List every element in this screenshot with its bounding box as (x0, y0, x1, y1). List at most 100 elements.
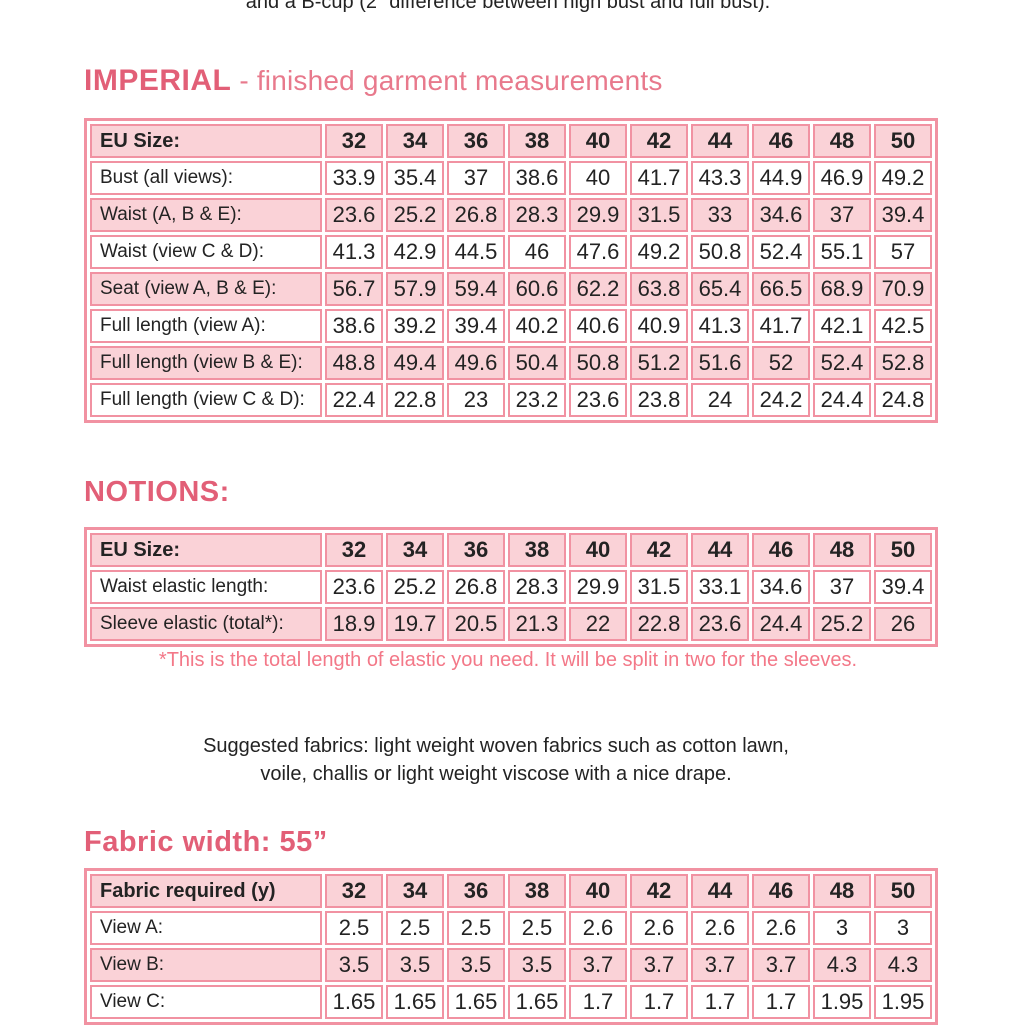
value-cell: 25.2 (386, 198, 444, 232)
size-header-cell: 50 (874, 874, 932, 908)
table-row: View B: 3.5 3.5 3.5 3.5 3.7 3.7 3.7 3.7 4.3 4.3 (90, 948, 932, 982)
value-cell: 51.6 (691, 346, 749, 380)
value-cell: 46.9 (813, 161, 871, 195)
value-cell: 52.4 (752, 235, 810, 269)
row-label: Full length (view C & D): (90, 383, 322, 417)
imperial-measurements-table: EU Size: 32 34 36 38 40 42 44 46 48 50 Bust (all vi… (84, 118, 938, 423)
value-cell: 40.9 (630, 309, 688, 343)
value-cell: 33.1 (691, 570, 749, 604)
value-cell: 57.9 (386, 272, 444, 306)
size-header-cell: 38 (508, 124, 566, 158)
value-cell: 24.2 (752, 383, 810, 417)
value-cell: 24 (691, 383, 749, 417)
value-cell: 22.8 (386, 383, 444, 417)
value-cell: 59.4 (447, 272, 505, 306)
table-row: Waist elastic length: 23.6 25.2 26.8 28.3 29.… (90, 570, 932, 604)
value-cell: 23.6 (325, 570, 383, 604)
value-cell: 40.2 (508, 309, 566, 343)
value-cell: 23.6 (325, 198, 383, 232)
value-cell: 47.6 (569, 235, 627, 269)
value-cell: 41.3 (691, 309, 749, 343)
size-header-cell: 40 (569, 874, 627, 908)
value-cell: 29.9 (569, 198, 627, 232)
row-label: Seat (view A, B & E): (90, 272, 322, 306)
value-cell: 23.2 (508, 383, 566, 417)
value-cell: 52.8 (874, 346, 932, 380)
suggested-fabrics-line1: Suggested fabrics: light weight woven fa… (203, 735, 789, 757)
value-cell: 2.6 (691, 911, 749, 945)
value-cell: 24.4 (813, 383, 871, 417)
value-cell: 3.7 (569, 948, 627, 982)
value-cell: 22.8 (630, 607, 688, 641)
value-cell: 60.6 (508, 272, 566, 306)
value-cell: 28.3 (508, 570, 566, 604)
size-header-cell: 42 (630, 874, 688, 908)
size-header-cell: 34 (386, 533, 444, 567)
value-cell: 2.6 (752, 911, 810, 945)
size-header-cell: 42 (630, 533, 688, 567)
value-cell: 39.4 (447, 309, 505, 343)
value-cell: 38.6 (508, 161, 566, 195)
value-cell: 18.9 (325, 607, 383, 641)
value-cell: 1.65 (386, 985, 444, 1019)
size-header-cell: 32 (325, 533, 383, 567)
value-cell: 3.5 (325, 948, 383, 982)
value-cell: 42.1 (813, 309, 871, 343)
row-label: Full length (view A): (90, 309, 322, 343)
value-cell: 23 (447, 383, 505, 417)
value-cell: 3.7 (630, 948, 688, 982)
value-cell: 34.6 (752, 198, 810, 232)
value-cell: 1.65 (447, 985, 505, 1019)
value-cell: 44.9 (752, 161, 810, 195)
value-cell: 33.9 (325, 161, 383, 195)
value-cell: 63.8 (630, 272, 688, 306)
value-cell: 1.95 (813, 985, 871, 1019)
size-header-cell: 46 (752, 124, 810, 158)
value-cell: 37 (813, 570, 871, 604)
imperial-heading-subtitle: - finished garment measurements (231, 65, 663, 96)
value-cell: 2.5 (447, 911, 505, 945)
value-cell: 3.7 (691, 948, 749, 982)
value-cell: 3.7 (752, 948, 810, 982)
row-label: View A: (90, 911, 322, 945)
value-cell: 3 (874, 911, 932, 945)
value-cell: 50.8 (691, 235, 749, 269)
row-label: Bust (all views): (90, 161, 322, 195)
value-cell: 24.8 (874, 383, 932, 417)
value-cell: 21.3 (508, 607, 566, 641)
value-cell: 26.8 (447, 198, 505, 232)
size-header-cell: 40 (569, 124, 627, 158)
row-label: Full length (view B & E): (90, 346, 322, 380)
value-cell: 22.4 (325, 383, 383, 417)
value-cell: 3 (813, 911, 871, 945)
value-cell: 1.7 (630, 985, 688, 1019)
value-cell: 25.2 (813, 607, 871, 641)
value-cell: 23.6 (569, 383, 627, 417)
suggested-fabrics-note: Suggested fabrics: light weight woven fa… (0, 732, 992, 788)
size-header-cell: 48 (813, 533, 871, 567)
value-cell: 49.2 (630, 235, 688, 269)
size-header-cell: 46 (752, 533, 810, 567)
notions-table: EU Size: 32 34 36 38 40 42 44 46 48 50 Waist elasti… (84, 527, 938, 647)
elastic-footnote: *This is the total length of elastic you… (158, 649, 858, 671)
table-header-row: EU Size: 32 34 36 38 40 42 44 46 48 50 (90, 533, 932, 567)
value-cell: 31.5 (630, 198, 688, 232)
value-cell: 50.8 (569, 346, 627, 380)
intro-text: and a B-cup (2” difference between high … (245, 0, 771, 13)
size-header-cell: 44 (691, 124, 749, 158)
size-header-cell: 36 (447, 533, 505, 567)
measurement-table: Fabric required (y) 32 34 36 38 40 42 44 46 48 50 V… (84, 868, 938, 1025)
value-cell: 37 (447, 161, 505, 195)
table-row: Full length (view A): 38.6 39.2 39.4 40.2 40.… (90, 309, 932, 343)
table-row: Waist (A, B & E): 23.6 25.2 26.8 28.3 29.9 31.… (90, 198, 932, 232)
notions-section-heading: NOTIONS: (84, 476, 230, 508)
size-header-cell: 42 (630, 124, 688, 158)
size-header-cell: 46 (752, 874, 810, 908)
table-row: Seat (view A, B & E): 56.7 57.9 59.4 60.6 62.… (90, 272, 932, 306)
value-cell: 1.65 (325, 985, 383, 1019)
value-cell: 42.5 (874, 309, 932, 343)
value-cell: 65.4 (691, 272, 749, 306)
size-header-cell: 36 (447, 124, 505, 158)
value-cell: 26 (874, 607, 932, 641)
value-cell: 2.5 (325, 911, 383, 945)
